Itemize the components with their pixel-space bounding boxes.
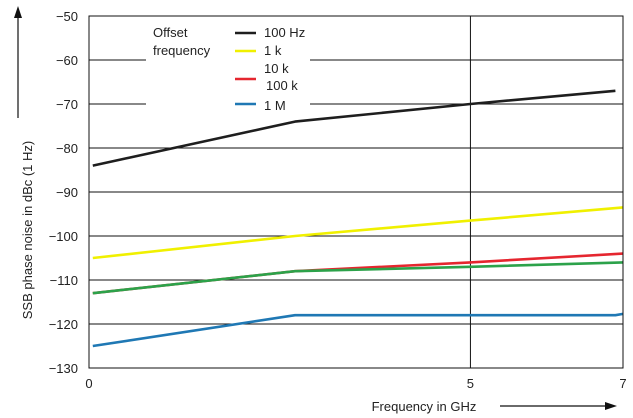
y-tick-label: −70 [56,97,78,112]
x-tick-label: 5 [467,376,474,391]
series-line-100-k [92,261,624,295]
y-tick-label: −110 [50,273,78,288]
legend-title-line2: frequency [153,43,211,58]
series-line-100-hz [92,89,616,167]
legend-label: 100 k [266,78,298,93]
y-axis-label: SSB phase noise in dBc (1 Hz) [20,141,35,319]
legend-label: 1 k [264,43,282,58]
legend: Offset frequency 100 Hz 1 k 10 k 100 k 1 M [153,25,305,113]
legend-label: 10 k [264,61,289,76]
x-axis-label: Frequency in GHz [372,399,477,414]
y-tick-label: −50 [56,9,78,24]
x-tick-label: 7 [619,376,626,391]
legend-label: 100 Hz [264,25,305,40]
y-tick-label: −80 [56,141,78,156]
y-tick-label: −100 [49,229,78,244]
x-tick-label: 0 [85,376,92,391]
legend-title-line1: Offset [153,25,188,40]
y-axis-arrowhead [14,6,22,18]
y-tick-label: −60 [56,53,78,68]
tick-labels: −50 −60 −70 −80 −90 −100 −110 −120 −130 0 5 7 [49,9,627,391]
series-layer [92,89,624,348]
y-tick-label: −120 [49,317,78,332]
x-axis-arrowhead [605,402,617,410]
legend-label: 1 M [264,98,286,113]
y-tick-label: −130 [49,361,78,376]
series-line-1-k [92,206,624,260]
series-line-10-k [92,252,624,295]
plot-frame [88,15,624,369]
y-tick-label: −90 [56,185,78,200]
series-line-1-m [92,312,624,348]
